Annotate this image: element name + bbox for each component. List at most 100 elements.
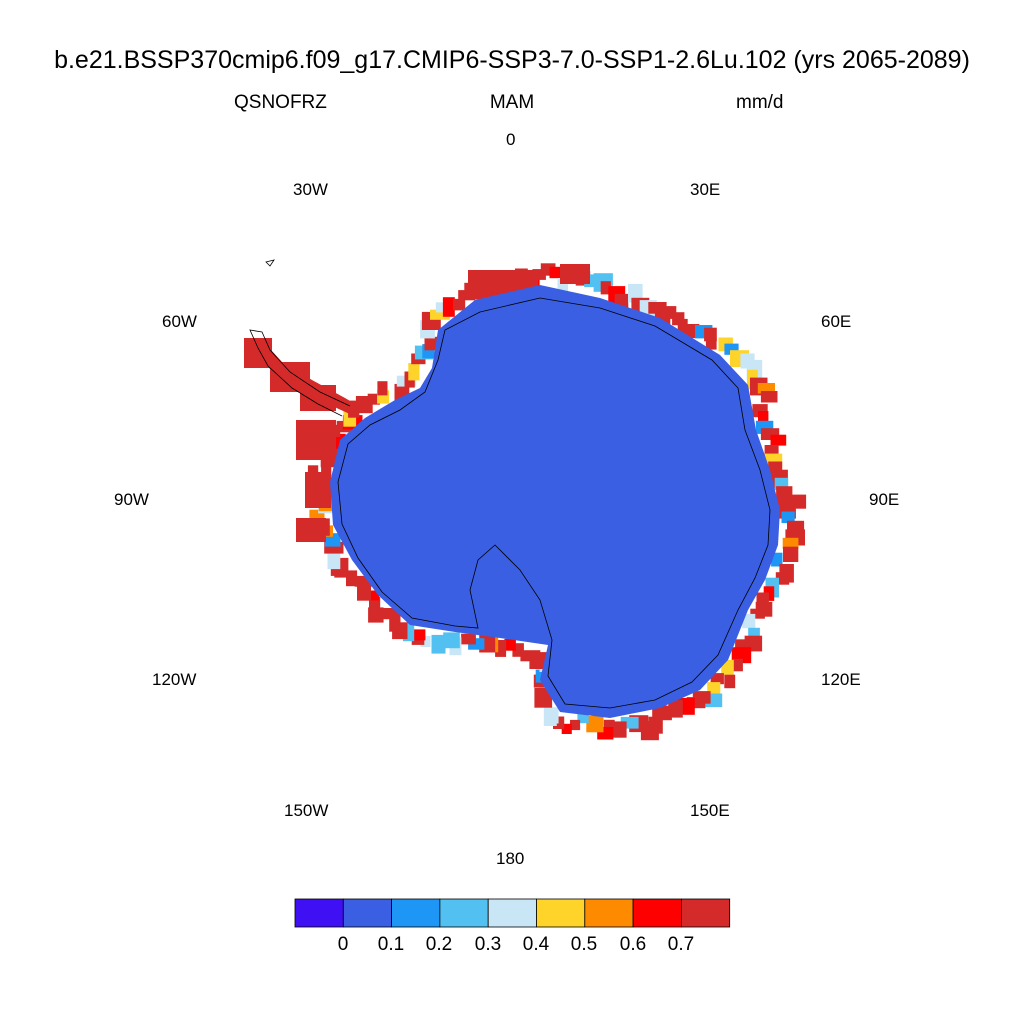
plot-title: b.e21.BSSP370cmip6.f09_g17.CMIP6-SSP3-7.… bbox=[54, 46, 970, 74]
lon-label-0: 0 bbox=[506, 130, 516, 149]
coastal-cell bbox=[420, 636, 431, 647]
coastal-cell bbox=[458, 290, 476, 301]
coastal-cell bbox=[760, 428, 780, 440]
colorbar-box bbox=[342, 898, 392, 928]
colorbar-label-7: 0.7 bbox=[667, 934, 695, 955]
coastal-cell bbox=[549, 266, 566, 279]
colorbar-label-4: 0.4 bbox=[522, 934, 550, 955]
coastal-cell bbox=[354, 575, 375, 587]
colorbar-box bbox=[391, 898, 441, 928]
coastal-cell bbox=[389, 613, 401, 632]
coastal-cell bbox=[613, 721, 627, 738]
colorbar-label-1: 0.1 bbox=[377, 934, 405, 955]
coastal-cell bbox=[557, 278, 568, 293]
coastal-cell bbox=[431, 634, 446, 654]
coastal-cell bbox=[377, 381, 388, 396]
coastal-cell bbox=[327, 549, 341, 570]
coastal-cell bbox=[403, 622, 415, 642]
coastal-cell bbox=[367, 393, 380, 405]
colorbar-box bbox=[294, 898, 344, 928]
lon-label-90e: 90E bbox=[869, 490, 900, 509]
colorbar-label-0: 0 bbox=[337, 934, 349, 955]
coastal-cell bbox=[435, 302, 447, 313]
coastal-cell bbox=[561, 723, 572, 734]
coastal-cell bbox=[782, 537, 799, 549]
coastal-cell bbox=[504, 639, 516, 651]
coastal-cell bbox=[760, 391, 778, 403]
coastal-cell bbox=[468, 638, 485, 650]
coastal-cell bbox=[775, 572, 790, 585]
lon-label-60e: 60E bbox=[821, 312, 852, 331]
lon-label-150e: 150E bbox=[690, 801, 730, 820]
coastal-cell bbox=[296, 518, 326, 542]
coastal-cell bbox=[296, 420, 336, 460]
coastal-cell bbox=[406, 629, 426, 641]
colorbar-box bbox=[487, 898, 537, 928]
lon-label-120w: 120W bbox=[152, 670, 197, 689]
coastal-cell bbox=[560, 264, 590, 284]
lon-label-150w: 150W bbox=[284, 801, 329, 820]
coastal-cell bbox=[735, 639, 752, 650]
coastal-cell bbox=[543, 707, 557, 726]
coastal-cell bbox=[757, 383, 775, 394]
coastal-cell bbox=[532, 269, 546, 280]
lon-label-90w: 90W bbox=[114, 490, 149, 509]
coastal-cell bbox=[748, 627, 760, 638]
coastal-cell bbox=[305, 472, 331, 508]
coastal-cell bbox=[570, 719, 581, 731]
colorbar-box bbox=[536, 898, 586, 928]
colorbar-box bbox=[439, 898, 489, 928]
coastal-cell bbox=[620, 716, 639, 729]
lon-label-60w: 60W bbox=[162, 312, 197, 331]
units-label: mm/d bbox=[736, 92, 784, 113]
coastal-cell bbox=[369, 596, 381, 608]
coastal-cell bbox=[408, 363, 420, 381]
antarctica-continent bbox=[330, 285, 780, 718]
coastal-cell bbox=[770, 434, 787, 446]
lon-label-120e: 120E bbox=[821, 670, 861, 689]
coastal-cell bbox=[453, 298, 466, 311]
coastline bbox=[337, 297, 771, 709]
coastal-cell bbox=[368, 607, 384, 623]
lon-label-30e: 30E bbox=[690, 180, 721, 199]
coastal-cell bbox=[324, 541, 344, 554]
coastal-cell bbox=[686, 697, 706, 709]
coastal-cell bbox=[705, 337, 717, 350]
coastal-cell bbox=[652, 705, 668, 720]
coastal-cell bbox=[724, 674, 736, 689]
colorbar-label-5: 0.5 bbox=[570, 934, 598, 955]
variable-label: QSNOFRZ bbox=[234, 92, 327, 113]
coastal-cell bbox=[430, 309, 450, 320]
coastal-cell bbox=[724, 343, 739, 355]
colorbar-box bbox=[681, 898, 731, 928]
colorbar-label-2: 0.2 bbox=[425, 934, 453, 955]
coastal-cell bbox=[520, 650, 541, 662]
lon-label-30w: 30W bbox=[293, 180, 328, 199]
coastal-cell bbox=[763, 586, 775, 601]
coastal-cell bbox=[495, 640, 507, 657]
coastal-cell bbox=[742, 613, 756, 629]
coastal-cell bbox=[710, 673, 724, 685]
coastal-cell bbox=[461, 633, 476, 645]
coastal-cell bbox=[600, 281, 611, 295]
coastal-cell bbox=[771, 552, 783, 567]
coastal-cell bbox=[363, 590, 380, 601]
antarctic-peninsula bbox=[255, 340, 362, 415]
coastal-cell bbox=[382, 608, 399, 620]
coastal-cell bbox=[321, 458, 332, 477]
coastal-cell bbox=[442, 297, 455, 317]
peninsula-coastline bbox=[249, 329, 351, 417]
season-label: MAM bbox=[489, 92, 535, 113]
coastal-cell bbox=[758, 411, 769, 425]
colorbar-label-6: 0.6 bbox=[619, 934, 647, 955]
coastal-cell bbox=[577, 713, 589, 724]
coastal-cell bbox=[750, 608, 765, 619]
coastal-cells bbox=[244, 263, 807, 741]
coastal-cell bbox=[677, 318, 688, 336]
coastal-cell bbox=[512, 643, 524, 657]
coastal-cell bbox=[665, 306, 677, 319]
coastal-cell bbox=[668, 700, 683, 718]
island-outline bbox=[265, 259, 275, 267]
